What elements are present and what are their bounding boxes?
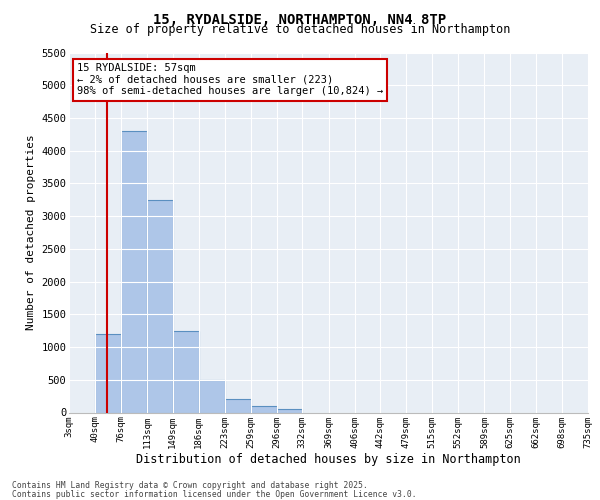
Bar (121, 131, 147, 412)
Bar (251, 406, 277, 412)
Bar (147, 200, 173, 412)
Text: 15 RYDALSIDE: 57sqm
← 2% of detached houses are smaller (223)
98% of semi-detach: 15 RYDALSIDE: 57sqm ← 2% of detached hou… (77, 64, 383, 96)
Text: Contains public sector information licensed under the Open Government Licence v3: Contains public sector information licen… (12, 490, 416, 499)
Bar (277, 408, 302, 412)
Y-axis label: Number of detached properties: Number of detached properties (26, 134, 35, 330)
Bar (95, 334, 121, 412)
Text: Contains HM Land Registry data © Crown copyright and database right 2025.: Contains HM Land Registry data © Crown c… (12, 481, 368, 490)
X-axis label: Distribution of detached houses by size in Northampton: Distribution of detached houses by size … (136, 453, 521, 466)
Bar (225, 400, 251, 412)
Text: 15, RYDALSIDE, NORTHAMPTON, NN4 8TP: 15, RYDALSIDE, NORTHAMPTON, NN4 8TP (154, 12, 446, 26)
Bar (173, 330, 199, 412)
Text: Size of property relative to detached houses in Northampton: Size of property relative to detached ho… (90, 22, 510, 36)
Bar (199, 380, 225, 412)
